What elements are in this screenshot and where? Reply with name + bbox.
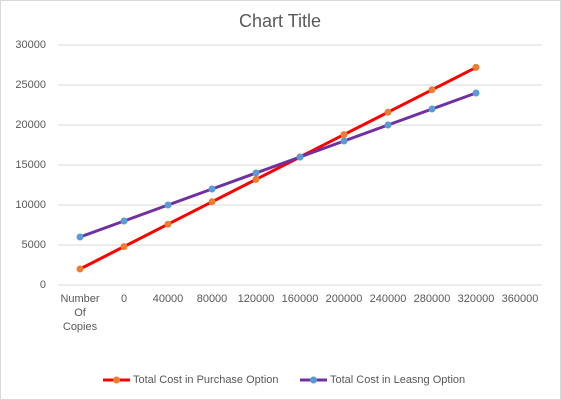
data-point: [296, 153, 304, 161]
data-point: [472, 89, 480, 97]
series-line: [79, 66, 477, 271]
x-tick-label: 200000: [325, 293, 363, 305]
y-tick-label: 20000: [15, 119, 46, 131]
data-point: [340, 131, 348, 139]
x-tick-label: 40000: [152, 293, 184, 305]
data-point: [208, 185, 216, 193]
data-point: [252, 169, 260, 177]
x-tick-label: 120000: [237, 293, 275, 305]
y-tick-label: 5000: [22, 239, 46, 251]
y-tick-label: 10000: [15, 199, 46, 211]
data-point: [384, 121, 392, 129]
x-tick-label: Number Of Copies: [60, 293, 100, 333]
legend-marker: [113, 376, 120, 384]
data-point: [340, 137, 348, 145]
legend-label: Total Cost in Leasng Option: [330, 374, 465, 386]
y-tick-label: 0: [40, 279, 46, 291]
y-tick-label: 25000: [15, 79, 46, 91]
data-point: [76, 265, 84, 273]
data-point: [164, 201, 172, 209]
data-point: [208, 198, 216, 206]
x-tick-label: 80000: [196, 293, 228, 305]
x-tick-label: 320000: [457, 293, 495, 305]
data-point: [76, 233, 84, 241]
chart-title: Chart Title: [239, 11, 321, 31]
y-tick-label: 30000: [15, 39, 46, 51]
data-point: [252, 175, 260, 183]
x-tick-label: 0: [120, 293, 128, 305]
data-point: [472, 63, 480, 71]
data-point: [384, 108, 392, 116]
legend-marker: [310, 376, 317, 384]
x-tick-label: 280000: [413, 293, 451, 305]
data-point: [428, 86, 436, 94]
x-tick-label: 240000: [369, 293, 407, 305]
x-tick-label: 160000: [281, 293, 319, 305]
data-point: [120, 243, 128, 251]
y-tick-label: 15000: [15, 159, 46, 171]
legend-label: Total Cost in Purchase Option: [133, 374, 279, 386]
series-line: [79, 91, 477, 239]
data-point: [120, 217, 128, 225]
x-tick-label: 360000: [501, 293, 539, 305]
data-point: [164, 220, 172, 228]
data-point: [428, 105, 436, 113]
